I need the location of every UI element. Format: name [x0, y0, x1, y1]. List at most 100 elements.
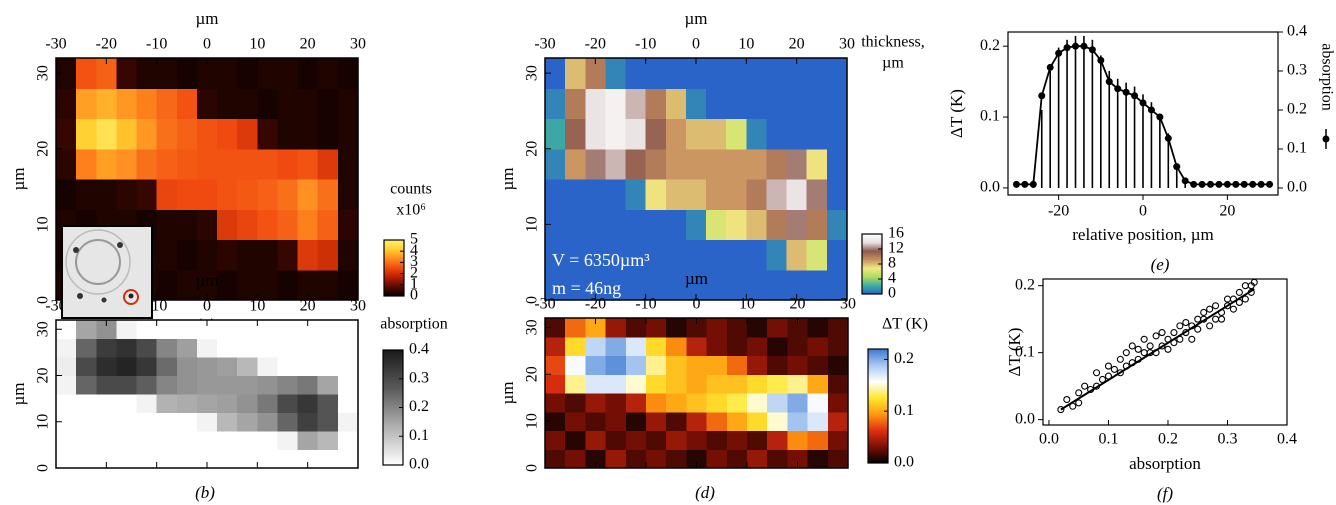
- heatmap-cell: [76, 449, 97, 469]
- heatmap-cell: [565, 209, 586, 241]
- y-axis-label: ΔT (K): [947, 89, 966, 138]
- heatmap-cell: [585, 148, 606, 180]
- heatmap-cell: [686, 336, 708, 357]
- heatmap-cell: [56, 179, 77, 210]
- heatmap-cell: [827, 374, 849, 394]
- heatmap-cell: [565, 148, 586, 180]
- heatmap-cell: [827, 449, 849, 469]
- y-tick-label: 0: [524, 296, 541, 304]
- heatmap-cell: [76, 320, 97, 340]
- x-tick-label: -20: [585, 36, 606, 53]
- heatmap-cell: [297, 375, 319, 395]
- heatmap-cell: [176, 209, 198, 241]
- scatter-point: [1140, 335, 1148, 343]
- heatmap-cell: [156, 239, 178, 271]
- colorbar-tick-label: 12: [888, 240, 904, 257]
- heatmap-cell: [176, 394, 198, 414]
- heatmap-cell: [136, 338, 158, 358]
- colorbar-tick-label: 5: [410, 231, 418, 248]
- heatmap-cell: [565, 355, 586, 375]
- heatmap-cell: [76, 375, 97, 395]
- heatmap-cell: [297, 179, 319, 210]
- heatmap-cell: [56, 449, 77, 469]
- heatmap-cell: [827, 355, 849, 375]
- heatmap-cell: [787, 411, 809, 432]
- heatmap-cell: [666, 336, 687, 357]
- heatmap-cell: [625, 318, 647, 338]
- heatmap-cell: [686, 430, 708, 450]
- heatmap-cell: [565, 269, 586, 301]
- x-axis-label: relative position, µm: [1072, 225, 1214, 244]
- heatmap-cell: [666, 355, 687, 375]
- heatmap-cell: [685, 209, 707, 241]
- colorbar-tick-label: 2: [410, 264, 418, 281]
- heatmap-cell: [116, 58, 138, 89]
- heatmap-cell: [706, 118, 727, 150]
- heatmap-cell: [317, 269, 339, 301]
- heatmap-cell: [217, 88, 238, 120]
- heatmap-cell: [625, 58, 647, 89]
- heatmap-cell: [176, 58, 198, 89]
- bar: [1175, 164, 1178, 188]
- heatmap-cell: [625, 430, 647, 450]
- heatmap-cell: [666, 411, 687, 432]
- x-tick-label: 0: [203, 298, 211, 315]
- data-point: [1257, 180, 1265, 188]
- heatmap-cell: [257, 269, 279, 301]
- heatmap-cell: [625, 411, 647, 432]
- heatmap-cell: [806, 239, 828, 271]
- scatter-point: [1200, 308, 1208, 317]
- heatmap-cell: [277, 88, 299, 120]
- x-tick-label: 20: [300, 298, 316, 315]
- heatmap-cell: [277, 320, 299, 340]
- heatmap-cell: [176, 375, 198, 395]
- data-point: [1181, 177, 1189, 185]
- heatmap-cell: [297, 209, 319, 241]
- heatmap-cell: [706, 318, 728, 338]
- heatmap-cell: [116, 357, 138, 377]
- x-tick-label: -10: [635, 36, 656, 53]
- heatmap-cell: [605, 449, 627, 469]
- heatmap-cell: [156, 148, 178, 180]
- heatmap-cell: [605, 374, 627, 394]
- heatmap-cell: [826, 88, 848, 120]
- scatter-point: [1104, 362, 1113, 370]
- colorbar-tick-label: 4: [410, 242, 418, 259]
- heatmap-cell: [116, 320, 138, 340]
- data-point: [1072, 42, 1079, 50]
- heatmap-cell: [156, 449, 178, 469]
- heatmap-cell: [766, 148, 788, 180]
- x-axis-label: µm: [685, 269, 708, 288]
- heatmap-cell: [237, 394, 258, 414]
- x-tick-label: -10: [635, 296, 656, 313]
- heatmap-cell: [545, 179, 566, 210]
- heatmap-cell: [545, 239, 566, 271]
- heatmap-cell: [826, 209, 848, 241]
- heatmap-cell: [585, 209, 606, 241]
- heatmap-cell: [807, 411, 829, 432]
- heatmap-cell: [625, 179, 647, 210]
- heatmap-cell: [685, 239, 707, 271]
- heatmap-cell: [786, 58, 808, 89]
- heatmap-cell: [96, 58, 117, 89]
- scatter-point: [1075, 389, 1083, 397]
- heatmap-cell: [706, 411, 728, 432]
- x-tick-label: -30: [534, 296, 555, 313]
- heatmap-cell: [337, 375, 359, 395]
- heatmap-cell: [76, 412, 97, 432]
- scatter-point: [1081, 382, 1089, 390]
- heatmap-cell: [196, 320, 218, 340]
- heatmap-cell: [605, 209, 627, 241]
- data-point: [1122, 88, 1130, 96]
- x-tick-label: 10: [738, 36, 754, 53]
- heatmap-cell: [237, 209, 258, 241]
- heatmap-cell: [297, 338, 319, 358]
- data-point: [1029, 180, 1037, 188]
- y2-tick-label: 0.2: [1287, 101, 1307, 118]
- heatmap-cell: [827, 430, 849, 450]
- heatmap-cell: [665, 179, 687, 210]
- heatmap-cell: [726, 374, 748, 394]
- heatmap-cell: [807, 393, 829, 413]
- heatmap-cell: [136, 449, 158, 469]
- bar: [1150, 102, 1153, 188]
